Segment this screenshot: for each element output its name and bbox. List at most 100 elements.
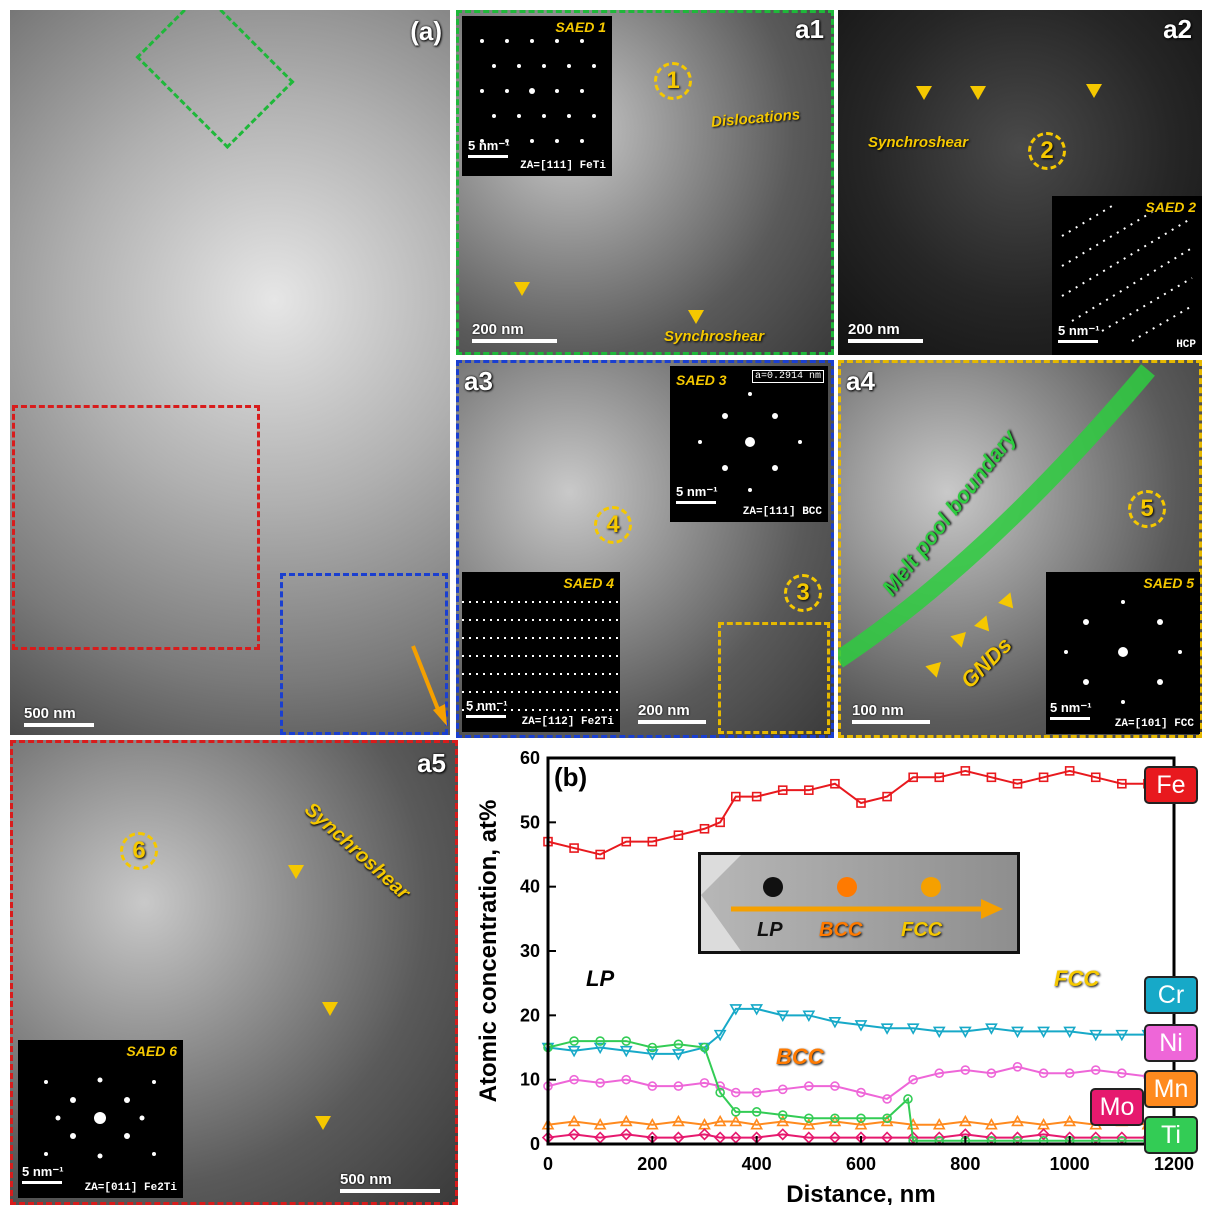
saed5-title: SAED 5 <box>1143 575 1194 591</box>
data-point <box>715 817 725 828</box>
panel-a2: a2 Synchroshear 2 SAED 2 5 nm⁻¹ HCP 200 … <box>838 10 1202 355</box>
lp-annotation: LP <box>586 966 615 991</box>
data-point <box>699 1042 710 1053</box>
series-fe <box>543 766 1153 860</box>
legend-chip-mn: Mn <box>1144 1070 1198 1108</box>
data-point <box>1038 1068 1049 1079</box>
saed4-zone-axis: ZA=[112] Fe2Ti <box>521 716 614 728</box>
series-line <box>547 1007 1148 1055</box>
data-point <box>715 1087 725 1098</box>
data-point <box>934 1068 945 1079</box>
region-marker-6: 6 <box>120 832 158 870</box>
data-point <box>882 791 892 802</box>
data-point <box>1037 1128 1050 1141</box>
melt-pool-boundary-band <box>838 364 1155 668</box>
data-point <box>776 1128 789 1141</box>
data-point <box>750 1118 764 1130</box>
data-point <box>621 1074 632 1085</box>
data-point <box>776 1010 790 1022</box>
x-tick-label: 200 <box>637 1154 667 1174</box>
saed5-scalebar: 5 nm⁻¹ <box>1050 700 1092 720</box>
data-point <box>776 1114 790 1127</box>
panel-a1-scalebar: 200 nm <box>472 321 557 343</box>
arrow-a5-2 <box>322 1002 338 1016</box>
data-point <box>830 1113 840 1124</box>
data-point <box>569 1036 579 1046</box>
saed4-pattern <box>462 601 620 711</box>
y-tick-label: 50 <box>520 812 540 832</box>
legend-chip-mo: Mo <box>1090 1088 1144 1126</box>
data-point <box>673 1081 684 1091</box>
data-point <box>986 772 997 783</box>
saed6-pattern <box>44 1077 156 1159</box>
saed2-inset: SAED 2 5 nm⁻¹ HCP <box>1052 196 1202 355</box>
data-point <box>777 785 788 795</box>
data-point <box>854 1020 868 1032</box>
data-point <box>1090 772 1101 783</box>
saed1-title: SAED 1 <box>555 19 606 35</box>
data-point <box>802 1010 816 1022</box>
data-point <box>713 1114 727 1127</box>
saed3-lattice: a=0.2914 nm <box>751 370 824 383</box>
saed6-title: SAED 6 <box>126 1043 177 1059</box>
region-marker-2: 2 <box>1028 132 1066 170</box>
panel-a5-frame <box>10 740 458 1205</box>
inset-lp-label: LP <box>757 919 783 941</box>
panel-a3: a3 SAED 3 a=0.2914 nm 5 nm⁻¹ ZA=[111] BC… <box>456 360 834 738</box>
data-point <box>567 1045 581 1058</box>
arrow-a2-2 <box>970 86 986 100</box>
data-point <box>730 791 741 802</box>
fcc-annotation: FCC <box>1054 966 1100 991</box>
data-point <box>730 1087 741 1098</box>
data-point <box>932 1118 946 1130</box>
data-point <box>986 1068 997 1079</box>
data-point <box>750 1004 764 1016</box>
region-marker-1: 1 <box>654 62 692 100</box>
data-point <box>593 1118 607 1130</box>
saed6-scalebar: 5 nm⁻¹ <box>22 1164 64 1184</box>
data-point <box>856 1113 866 1124</box>
data-point <box>854 1118 868 1130</box>
data-point <box>856 1087 866 1098</box>
data-point <box>620 1128 633 1141</box>
arrow-a1-2 <box>688 310 704 324</box>
legend-chip-ti: Ti <box>1144 1116 1198 1154</box>
synchroshear-label-a1: Synchroshear <box>664 328 765 345</box>
x-axis-label: Distance, nm <box>786 1181 935 1205</box>
saed2-title: SAED 2 <box>1145 199 1196 215</box>
data-point <box>882 1094 892 1104</box>
eds-inset: LP BCC FCC <box>698 852 1020 954</box>
saed4-title: SAED 4 <box>563 575 614 591</box>
data-point <box>569 843 579 853</box>
data-point <box>1012 1061 1023 1072</box>
eds-inset-graphic <box>701 855 1003 951</box>
roi-green <box>135 10 295 150</box>
data-point <box>699 823 710 834</box>
data-point <box>908 772 918 783</box>
panel-a3-scalebar: 200 nm <box>638 702 706 724</box>
data-point <box>856 798 866 808</box>
data-point <box>593 1042 607 1055</box>
data-point <box>1117 1068 1127 1079</box>
data-point <box>645 1118 659 1130</box>
series-line <box>547 769 1148 856</box>
panel-a4-frame <box>838 360 1202 738</box>
data-point <box>1115 1029 1129 1042</box>
panel-a1-label: a1 <box>795 14 824 44</box>
panel-a-scalebar: 500 nm <box>24 705 94 727</box>
data-point <box>698 1128 711 1141</box>
data-point <box>595 1036 605 1046</box>
data-point <box>569 1074 579 1085</box>
y-tick-label: 30 <box>520 941 540 961</box>
data-point <box>647 1042 658 1053</box>
data-point <box>713 1029 727 1042</box>
y-tick-label: 10 <box>520 1070 540 1090</box>
data-point <box>1063 1026 1077 1039</box>
data-point <box>1064 1068 1075 1079</box>
saed3-inset: SAED 3 a=0.2914 nm 5 nm⁻¹ ZA=[111] BCC <box>670 366 828 522</box>
data-point <box>567 1114 581 1127</box>
data-point <box>882 1113 892 1124</box>
panel-a2-scalebar: 200 nm <box>848 321 923 343</box>
series-ni <box>543 1061 1153 1104</box>
saed2-pattern <box>1061 205 1193 342</box>
